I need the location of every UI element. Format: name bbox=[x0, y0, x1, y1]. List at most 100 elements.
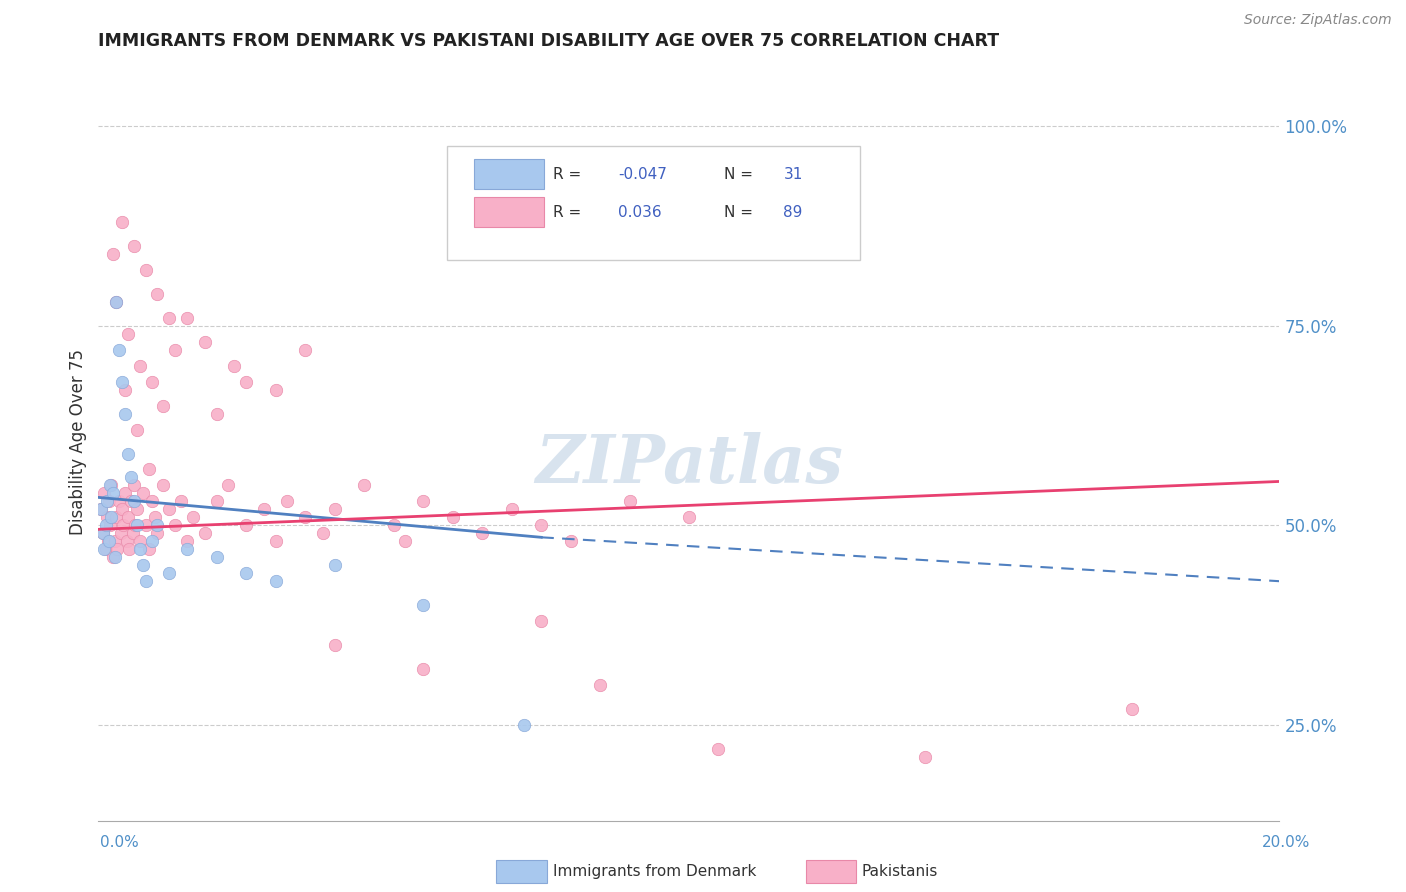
Point bbox=[93, 486, 115, 500]
Point bbox=[115, 534, 138, 549]
Point bbox=[98, 518, 121, 533]
Point bbox=[97, 534, 120, 549]
Point bbox=[96, 494, 118, 508]
Text: Immigrants from Denmark: Immigrants from Denmark bbox=[553, 864, 756, 879]
Point bbox=[530, 518, 553, 533]
Point bbox=[157, 566, 180, 581]
Point bbox=[194, 334, 217, 349]
Point bbox=[135, 263, 157, 277]
Point bbox=[194, 526, 217, 541]
Point bbox=[530, 614, 553, 628]
Point bbox=[125, 518, 148, 533]
Text: Pakistanis: Pakistanis bbox=[862, 864, 938, 879]
Point bbox=[619, 494, 641, 508]
Point bbox=[678, 510, 700, 524]
Point bbox=[112, 518, 135, 533]
Point bbox=[382, 518, 405, 533]
Point bbox=[105, 294, 128, 309]
Point bbox=[323, 502, 346, 516]
Point bbox=[157, 310, 180, 325]
Point bbox=[111, 375, 134, 389]
Point bbox=[141, 494, 163, 508]
Point bbox=[294, 510, 316, 524]
Point bbox=[105, 542, 128, 557]
FancyBboxPatch shape bbox=[447, 145, 860, 260]
Point bbox=[141, 534, 163, 549]
Point bbox=[181, 510, 204, 524]
Point bbox=[294, 343, 316, 357]
Point bbox=[96, 510, 118, 524]
Point bbox=[108, 494, 131, 508]
Point bbox=[90, 502, 112, 516]
Point bbox=[132, 486, 155, 500]
Text: 20.0%: 20.0% bbox=[1263, 836, 1310, 850]
Point bbox=[264, 383, 287, 397]
Point bbox=[253, 502, 276, 516]
Point bbox=[152, 399, 174, 413]
Point bbox=[312, 526, 335, 541]
Point bbox=[98, 534, 121, 549]
Point bbox=[146, 286, 169, 301]
Point bbox=[589, 678, 612, 692]
Point bbox=[135, 574, 157, 589]
Point bbox=[120, 494, 142, 508]
Point bbox=[146, 518, 169, 533]
Point bbox=[412, 662, 434, 676]
Point bbox=[323, 638, 346, 652]
Point bbox=[394, 534, 416, 549]
Point bbox=[170, 494, 193, 508]
Point bbox=[914, 749, 936, 764]
Point bbox=[235, 518, 257, 533]
Point bbox=[93, 542, 115, 557]
Point bbox=[122, 478, 145, 492]
Point bbox=[98, 478, 121, 492]
Point bbox=[114, 486, 136, 500]
Point bbox=[412, 598, 434, 612]
Point bbox=[132, 558, 155, 573]
Point bbox=[104, 550, 127, 565]
Point bbox=[165, 343, 187, 357]
Point bbox=[471, 526, 494, 541]
Text: Source: ZipAtlas.com: Source: ZipAtlas.com bbox=[1244, 13, 1392, 28]
FancyBboxPatch shape bbox=[474, 160, 544, 189]
Point bbox=[114, 383, 136, 397]
Point bbox=[118, 542, 141, 557]
Point bbox=[205, 550, 228, 565]
Text: 89: 89 bbox=[783, 205, 803, 220]
Text: ZIPatlas: ZIPatlas bbox=[536, 432, 842, 497]
Point bbox=[165, 518, 187, 533]
Point bbox=[143, 510, 166, 524]
Point bbox=[91, 526, 114, 541]
Point bbox=[104, 534, 127, 549]
Point bbox=[152, 478, 174, 492]
Text: 0.036: 0.036 bbox=[619, 205, 662, 220]
Point bbox=[205, 494, 228, 508]
Point bbox=[110, 526, 132, 541]
Point bbox=[120, 470, 142, 484]
Text: IMMIGRANTS FROM DENMARK VS PAKISTANI DISABILITY AGE OVER 75 CORRELATION CHART: IMMIGRANTS FROM DENMARK VS PAKISTANI DIS… bbox=[98, 32, 1000, 50]
Point bbox=[121, 526, 143, 541]
Text: R =: R = bbox=[553, 167, 586, 182]
Point bbox=[138, 462, 160, 476]
Point bbox=[1121, 702, 1143, 716]
Y-axis label: Disability Age Over 75: Disability Age Over 75 bbox=[69, 349, 87, 534]
Point bbox=[128, 542, 150, 557]
Point bbox=[412, 494, 434, 508]
Point bbox=[91, 526, 114, 541]
Text: 31: 31 bbox=[783, 167, 803, 182]
Point bbox=[100, 510, 122, 524]
Point bbox=[157, 502, 180, 516]
Point bbox=[117, 446, 139, 460]
Point bbox=[103, 550, 125, 565]
Point bbox=[205, 407, 228, 421]
Point bbox=[264, 534, 287, 549]
Point bbox=[94, 518, 117, 533]
Point bbox=[128, 534, 150, 549]
Point bbox=[141, 375, 163, 389]
Point bbox=[103, 486, 125, 500]
Point bbox=[235, 566, 257, 581]
Text: N =: N = bbox=[724, 167, 758, 182]
FancyBboxPatch shape bbox=[474, 197, 544, 227]
Point bbox=[105, 294, 128, 309]
Point bbox=[323, 558, 346, 573]
